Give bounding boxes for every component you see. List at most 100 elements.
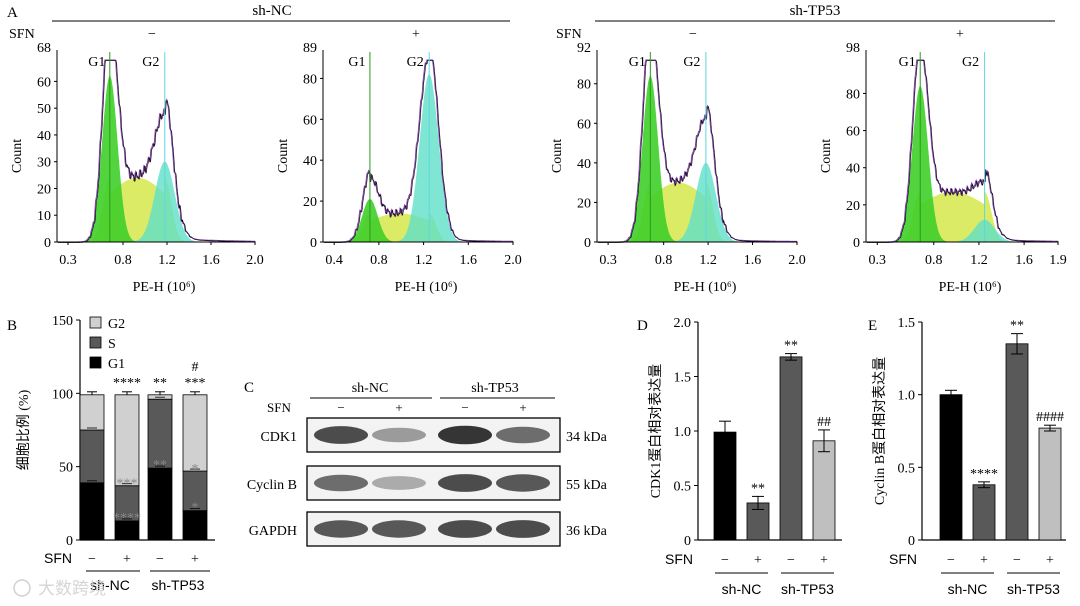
protein-band bbox=[496, 474, 550, 492]
total-fit-line bbox=[866, 59, 1058, 243]
blot-size: 55 kDa bbox=[566, 478, 608, 493]
bar bbox=[939, 394, 963, 541]
blot-size: 34 kDa bbox=[566, 430, 608, 445]
significance-mark: *** bbox=[185, 376, 206, 391]
group-label-nc: sh-NC bbox=[90, 577, 130, 593]
protein-band bbox=[496, 520, 550, 538]
bar-chart-cdk1: 0 0.5 1.0 1.5 2.0 CDK1蛋白相对表达量 ** ** ## SFN − + − + sh-… bbox=[648, 316, 842, 597]
significance-mark: ** bbox=[784, 339, 798, 354]
g1-phase-area bbox=[57, 76, 255, 242]
sfn-minus-a2: − bbox=[689, 27, 697, 42]
y-axis-label: Count bbox=[10, 139, 25, 173]
sfn-label: SFN bbox=[889, 551, 917, 567]
group-label-tp53: sh-TP53 bbox=[781, 581, 834, 597]
significance-mark: *** bbox=[117, 477, 138, 492]
x-tick-label: 0.3 bbox=[599, 253, 617, 268]
group-label-nc: sh-NC bbox=[948, 581, 988, 597]
g1-label: G1 bbox=[629, 55, 646, 70]
panel-c-letter: C bbox=[244, 380, 254, 396]
legend-swatch-s bbox=[89, 336, 102, 349]
sfn-sign: − bbox=[947, 553, 955, 568]
y-tick-label: 1.0 bbox=[898, 389, 916, 404]
sfn-label: SFN bbox=[44, 550, 72, 566]
y-axis-label: Count bbox=[550, 139, 565, 173]
x-tick-label: 1.2 bbox=[699, 253, 717, 268]
y-axis-label: CDK1蛋白相对表达量 bbox=[648, 364, 664, 499]
bar bbox=[779, 356, 803, 541]
y-axis-label: Count bbox=[819, 139, 834, 173]
group-label-tp53: sh-TP53 bbox=[152, 577, 205, 593]
y-tick-label: 60 bbox=[577, 117, 591, 132]
panel-a-header: sh-NC SFN − + sh-TP53 SFN − + bbox=[9, 3, 1055, 42]
y-tick-label: 0 bbox=[684, 534, 691, 549]
g2-phase-area bbox=[323, 74, 513, 242]
y-tick-label: 1.5 bbox=[674, 371, 692, 386]
y-tick-label: 0 bbox=[66, 534, 73, 549]
protein-band bbox=[438, 425, 492, 445]
bar-segment-s bbox=[79, 429, 105, 484]
protein-band bbox=[438, 520, 492, 538]
raw-histogram-line bbox=[323, 60, 514, 243]
y-tick-label: 80 bbox=[303, 72, 317, 87]
sfn-sign: + bbox=[980, 553, 988, 568]
bar-segment-g2 bbox=[182, 394, 208, 472]
x-tick-label: 1.6 bbox=[202, 253, 220, 268]
protein-band bbox=[314, 426, 368, 444]
x-tick-label: 0.3 bbox=[869, 253, 887, 268]
sfn-sign: + bbox=[754, 553, 762, 568]
y-tick-label: 60 bbox=[37, 75, 51, 90]
wb-sfn-3: − bbox=[461, 400, 468, 415]
group-label-nc: sh-NC bbox=[252, 3, 291, 19]
raw-histogram-line bbox=[57, 60, 256, 243]
protein-band bbox=[496, 426, 550, 444]
bar-segment-s bbox=[182, 470, 208, 512]
x-tick-label: 0.3 bbox=[59, 253, 77, 268]
y-tick-label: 0.5 bbox=[674, 480, 692, 495]
legend-swatch-g2 bbox=[89, 316, 102, 329]
y-tick-label: 40 bbox=[37, 129, 51, 144]
significance-mark: ** bbox=[153, 458, 167, 473]
g2-phase-area bbox=[597, 162, 797, 242]
significance-mark: * bbox=[192, 501, 199, 516]
flow-histogram-nc-minus: G1 G2 0 10 20 30 40 50 60 68 0.3 0.8 1.2 1.6 2.0 PE-H (… bbox=[10, 41, 264, 295]
legend-label-g1: G1 bbox=[108, 357, 125, 372]
y-tick-label: 60 bbox=[303, 113, 317, 128]
wb-sfn-label: SFN bbox=[267, 400, 291, 415]
flow-histogram-tp53-minus: G1 G2 0 20 40 60 80 92 0.3 0.8 1.2 1.6 2.0 PE-H (10⁶)… bbox=[550, 41, 806, 295]
significance-mark: **** bbox=[970, 467, 998, 482]
wb-sfn-2: + bbox=[395, 400, 402, 415]
y-tick-label: 20 bbox=[303, 195, 317, 210]
y-axis-label: Cyclin B蛋白相对表达量 bbox=[872, 357, 888, 505]
g2-phase-area bbox=[57, 161, 255, 242]
x-tick-label: 0.8 bbox=[925, 253, 943, 268]
significance-mark: # bbox=[192, 360, 199, 375]
group-label-tp53: sh-TP53 bbox=[790, 3, 841, 19]
y-tick-label: 0 bbox=[908, 534, 915, 549]
protein-band bbox=[372, 476, 426, 490]
y-tick-label: 10 bbox=[37, 209, 51, 224]
sfn-sign: − bbox=[1013, 553, 1021, 568]
sfn-sign: − bbox=[156, 552, 164, 567]
g1-label: G1 bbox=[348, 55, 365, 70]
significance-mark: **** bbox=[113, 376, 141, 391]
sfn-sign: − bbox=[88, 552, 96, 567]
watermark-text: 大数跨境 bbox=[38, 579, 106, 598]
raw-histogram-line bbox=[866, 60, 1059, 243]
y-tick-label: 50 bbox=[59, 461, 73, 476]
y-tick-label: 40 bbox=[577, 157, 591, 172]
y-tick-label: 1.0 bbox=[674, 425, 692, 440]
x-tick-label: 2.0 bbox=[504, 253, 522, 268]
g1-label: G1 bbox=[88, 55, 105, 70]
x-axis-label: PE-H (10⁶) bbox=[939, 280, 1002, 295]
x-axis-label: PE-H (10⁶) bbox=[674, 280, 737, 295]
sfn-sign: − bbox=[787, 553, 795, 568]
significance-mark: ** bbox=[1010, 319, 1024, 334]
y-tick-label: 150 bbox=[52, 314, 73, 329]
protein-band bbox=[372, 427, 426, 443]
bar-segment-s bbox=[114, 485, 140, 522]
bar bbox=[972, 484, 996, 541]
y-tick-label: 20 bbox=[846, 199, 860, 214]
protein-band bbox=[438, 474, 492, 492]
y-max-label: 68 bbox=[37, 41, 51, 56]
